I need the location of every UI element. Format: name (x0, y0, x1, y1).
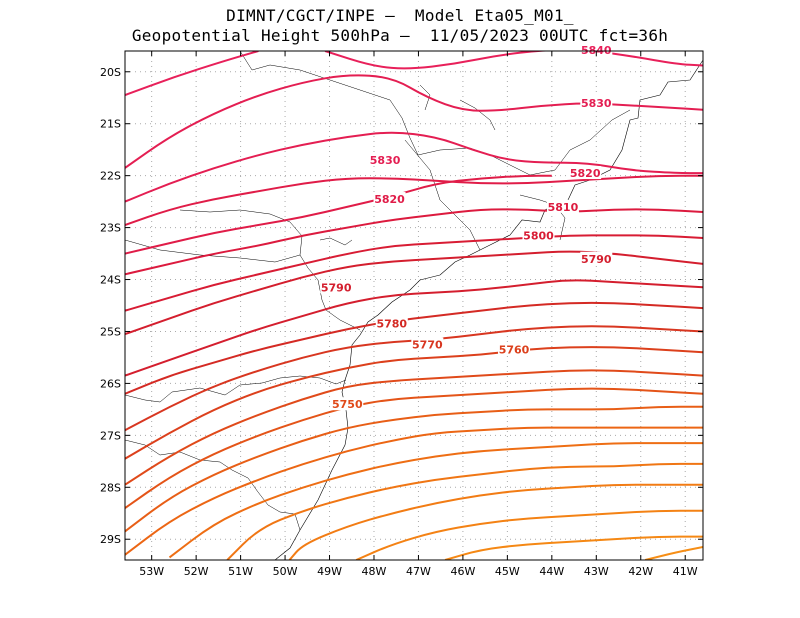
contour-label-background (331, 397, 364, 411)
contour-line-5790 (125, 279, 703, 377)
contour-line-5820 (125, 174, 703, 226)
contour-line-5720 (125, 426, 703, 556)
contour-line-5780 (125, 301, 703, 395)
contour-line-5730 (125, 405, 703, 533)
contour-line-5760 (125, 346, 703, 460)
state-border (404, 139, 481, 251)
contour-label-background (498, 342, 531, 356)
river (319, 84, 496, 246)
coastline-map (125, 51, 703, 560)
y-tick-label: 24S (100, 274, 121, 287)
x-tick-label: 53W (139, 565, 164, 578)
contour-label: 5830 (581, 97, 612, 110)
x-tick-label: 43W (584, 565, 609, 578)
contour-label: 5770 (412, 338, 443, 351)
x-tick-label: 44W (539, 565, 564, 578)
x-tick-label: 51W (228, 565, 253, 578)
y-tick-label: 26S (100, 377, 121, 390)
contour-label-background (411, 337, 444, 351)
x-tick-label: 42W (628, 565, 653, 578)
contour-line-5710 (168, 442, 703, 559)
contour-label: 5830 (370, 154, 401, 167)
contour-line-5670 (444, 535, 703, 560)
contour-label: 5750 (332, 398, 363, 411)
contour-line-5800 (125, 234, 703, 312)
contour-label-background (522, 228, 555, 242)
contour-label: 5840 (581, 44, 612, 57)
contour-label: 5780 (376, 318, 407, 331)
contour-label: 5820 (374, 193, 405, 206)
contour-line-5820 (125, 174, 552, 255)
contour-lines (125, 51, 703, 560)
contour-label-background (320, 280, 353, 294)
contour-label-background (375, 316, 408, 330)
contour-line-5750 (125, 369, 703, 486)
contour-line-5830 (125, 74, 703, 169)
contour-label-background (369, 153, 402, 167)
x-tick-label: 48W (362, 565, 387, 578)
contour-line-5660 (644, 546, 703, 560)
x-tick-label: 41W (673, 565, 698, 578)
chart-title-line-2: Geopotential Height 500hPa – 11/05/2023 … (131, 26, 669, 45)
y-tick-label: 29S (100, 533, 121, 546)
x-tick-label: 49W (317, 565, 342, 578)
contour-label-background (569, 166, 602, 180)
axis-ticks: 53W 52W 51W 50W 49W 48W 47W 46W 45W 44W 43W 42W 41W 2… (100, 51, 703, 578)
contour-line-5830 (125, 131, 703, 203)
contour-label: 5760 (499, 344, 530, 357)
contour-label-background (373, 192, 406, 206)
x-tick-label: 47W (406, 565, 431, 578)
contour-line-5680 (355, 509, 703, 560)
y-tick-label: 28S (100, 481, 121, 494)
contour-label: 5800 (523, 229, 554, 242)
state-border (125, 239, 301, 263)
state-border (239, 51, 631, 176)
contour-line-5690 (288, 483, 703, 560)
contour-label: 5790 (581, 253, 612, 266)
contour-label-background (580, 95, 613, 109)
contour-line-5700 (226, 462, 703, 560)
contour-line-5840 (125, 51, 259, 97)
y-tick-label: 21S (100, 118, 121, 131)
contour-line-5840 (324, 51, 703, 70)
contour-line-5740 (125, 387, 703, 509)
contour-label: 5790 (321, 281, 352, 294)
y-tick-label: 20S (100, 66, 121, 79)
y-tick-label: 22S (100, 170, 121, 183)
state-border (125, 439, 301, 531)
contour-label-background (580, 251, 613, 265)
x-tick-label: 46W (450, 565, 475, 578)
y-tick-label: 23S (100, 222, 121, 235)
chart-title-line-1: DIMNT/CGCT/INPE – Model Eta05_M01_ (226, 6, 574, 25)
x-tick-label: 50W (273, 565, 298, 578)
contour-line-5810 (125, 208, 703, 276)
contour-label: 5820 (570, 167, 601, 180)
contour-label: 5810 (548, 201, 579, 214)
x-tick-label: 45W (495, 565, 520, 578)
contour-label-background (580, 42, 613, 56)
coastline (274, 59, 703, 560)
contour-label-background (546, 199, 579, 213)
x-tick-label: 52W (184, 565, 209, 578)
y-tick-label: 25S (100, 325, 121, 338)
state-border (125, 375, 347, 403)
contour-labels: 5840 5830 5830 5820 5820 5810 5800 5790 5790 5780… (320, 42, 613, 411)
y-tick-label: 27S (100, 429, 121, 442)
plot-frame (124, 50, 704, 561)
